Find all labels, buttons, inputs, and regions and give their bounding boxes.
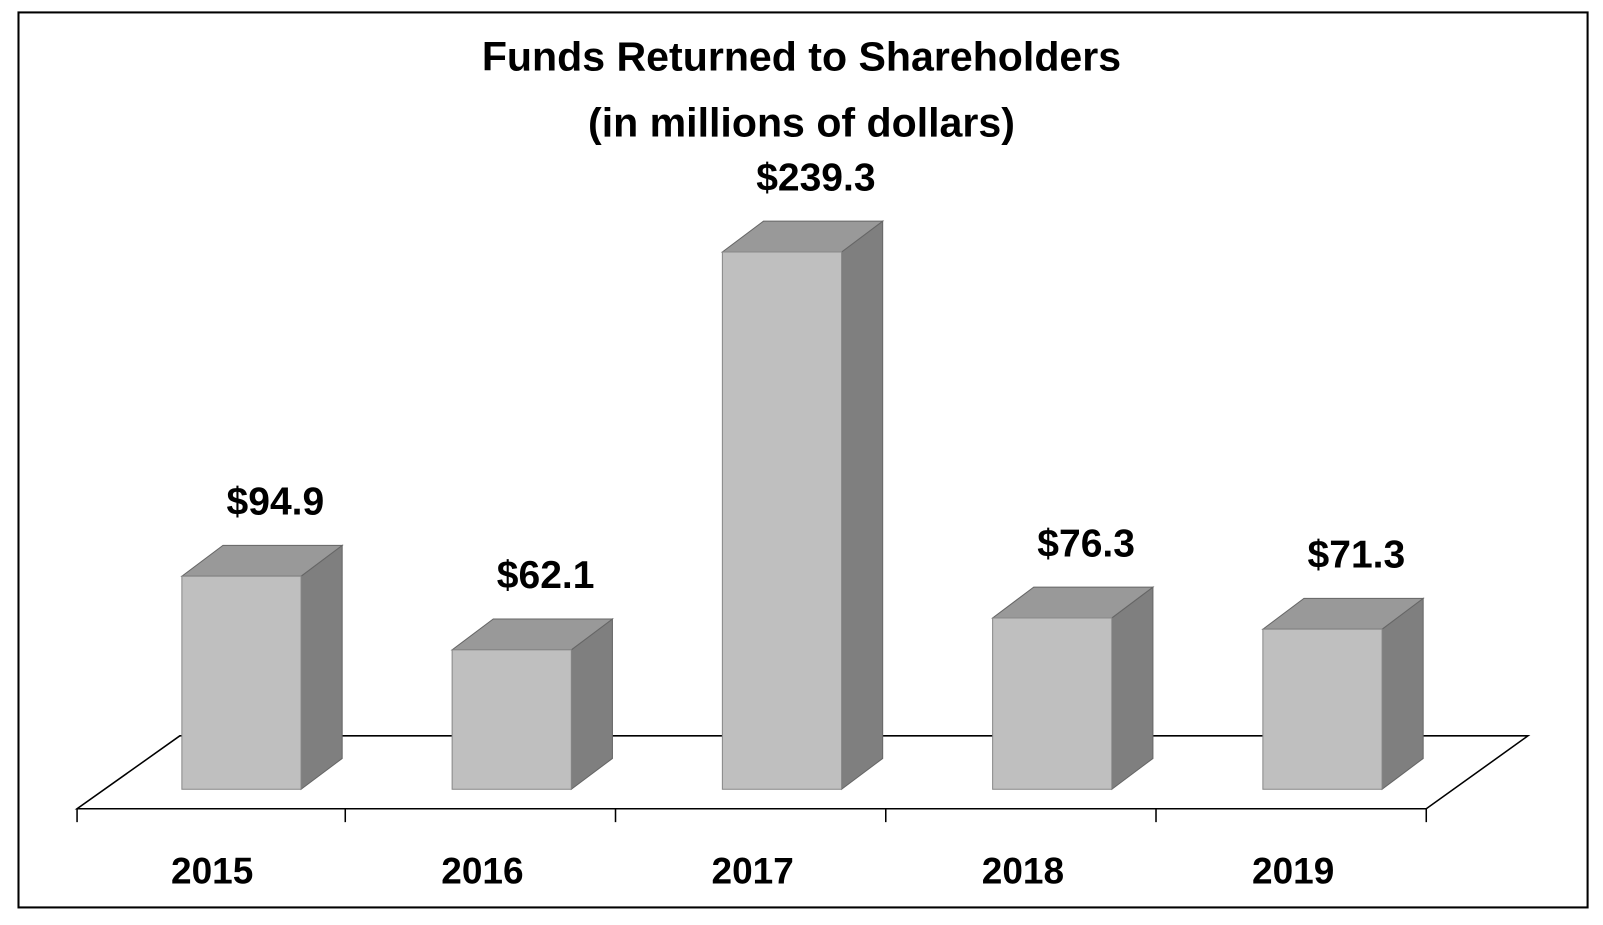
bar [992,617,1113,790]
value-label: $94.9 [227,481,325,524]
chart-subtitle: (in millions of dollars) [588,99,1015,145]
value-label: $239.3 [756,156,875,199]
value-label: $62.1 [497,554,595,597]
bar-side [1111,586,1154,791]
chart-title: Funds Returned to Shareholders [482,34,1121,80]
bar [1262,628,1383,790]
bar-side [841,220,884,791]
bar [181,575,302,790]
x-tick-label: 2015 [171,850,253,891]
x-tick-label: 2017 [712,850,794,891]
bar [721,251,843,790]
x-tick-label: 2016 [441,850,523,891]
bar [451,649,572,790]
bar-side [1381,597,1424,791]
x-tick-label: 2019 [1252,850,1334,891]
value-label: $71.3 [1308,534,1406,577]
x-axis [76,808,1428,823]
bar-side [300,544,343,791]
x-tick-label: 2018 [982,850,1064,891]
value-label: $76.3 [1037,522,1135,565]
